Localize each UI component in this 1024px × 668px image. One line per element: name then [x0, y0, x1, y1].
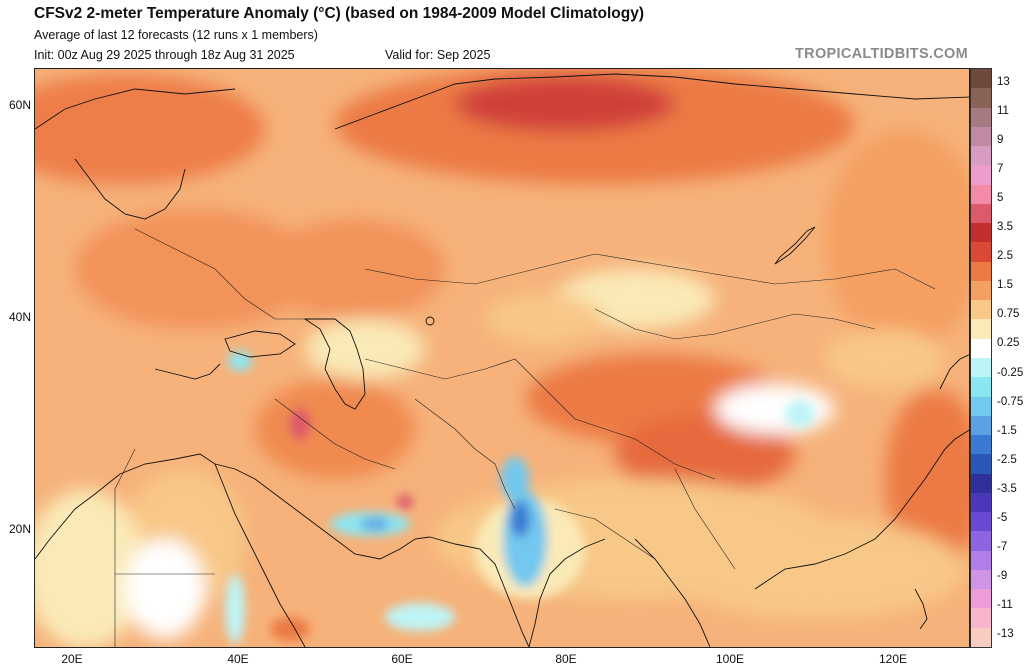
colorbar-label: -2.5	[997, 453, 1017, 466]
colorbar-swatch	[971, 338, 991, 358]
colorbar-label: -3.5	[997, 482, 1017, 495]
lon-label-20e: 20E	[61, 652, 83, 666]
colorbar-swatch	[971, 146, 991, 166]
colorbar-swatch	[971, 88, 991, 108]
colorbar-swatch	[971, 435, 991, 455]
colorbar-swatch	[971, 396, 991, 416]
colorbar-swatch	[971, 203, 991, 224]
colorbar-label: 5	[997, 192, 1004, 205]
colorbar-swatch	[971, 627, 991, 647]
colorbar-label: -7	[997, 540, 1008, 553]
colorbar-label: -0.75	[997, 395, 1024, 408]
colorbar-swatch	[971, 300, 991, 320]
colorbar-swatch	[971, 512, 991, 532]
colorbar-swatch	[971, 415, 991, 436]
colorbar-swatch	[971, 107, 991, 127]
colorbar-swatch	[971, 473, 991, 493]
colorbar-label: -9	[997, 569, 1008, 582]
lat-label-40n: 40N	[8, 310, 31, 324]
lon-label-80e: 80E	[555, 652, 577, 666]
lat-label-60n: 60N	[8, 98, 31, 112]
colorbar-swatch	[971, 184, 991, 204]
colorbar-label: 13	[997, 76, 1010, 88]
colorbar-label: -5	[997, 511, 1008, 524]
colorbar-label: -11	[997, 598, 1013, 611]
colorbar-label: 11	[997, 105, 1009, 118]
colorbar-swatch	[971, 492, 991, 513]
colorbar-label: -13	[997, 628, 1014, 640]
colorbar-swatch	[971, 454, 991, 474]
colorbar-swatch	[971, 165, 991, 185]
brand-watermark: TROPICALTIDBITS.COM	[795, 46, 968, 62]
coastlines	[35, 73, 969, 647]
colorbar	[970, 68, 992, 648]
colorbar-swatch	[971, 357, 991, 378]
init-time: Init: 00z Aug 29 2025 through 18z Aug 31…	[34, 48, 295, 62]
colorbar-label: 2.5	[997, 250, 1013, 263]
lon-label-120e: 120E	[878, 652, 908, 666]
lat-label-20n: 20N	[8, 522, 31, 536]
colorbar-swatch	[971, 569, 991, 590]
colorbar-label: 0.75	[997, 308, 1020, 321]
colorbar-swatch	[971, 223, 991, 243]
lon-label-100e: 100E	[715, 652, 745, 666]
colorbar-swatch	[971, 589, 991, 609]
colorbar-label: -0.25	[997, 366, 1024, 379]
colorbar-swatch	[971, 126, 991, 147]
colorbar-label: 3.5	[997, 221, 1013, 234]
colorbar-label: 9	[997, 134, 1004, 147]
colorbar-label: -1.5	[997, 424, 1017, 437]
lon-label-60e: 60E	[391, 652, 413, 666]
colorbar-swatch	[971, 531, 991, 551]
colorbar-label: 7	[997, 163, 1004, 176]
map-subtitle: Average of last 12 forecasts (12 runs x …	[34, 28, 318, 42]
colorbar-swatch	[971, 69, 991, 89]
colorbar-swatch	[971, 261, 991, 281]
borders	[114, 228, 936, 647]
valid-time: Valid for: Sep 2025	[385, 48, 491, 62]
colorbar-swatch	[971, 280, 991, 301]
colorbar-swatch	[971, 319, 991, 339]
colorbar-swatch	[971, 377, 991, 397]
map-title: CFSv2 2-meter Temperature Anomaly (°C) (…	[34, 5, 644, 22]
anomaly-map	[34, 68, 970, 648]
colorbar-label: 0.25	[997, 337, 1020, 350]
colorbar-label: 1.5	[997, 279, 1013, 292]
colorbar-swatch	[971, 242, 991, 262]
colorbar-swatch	[971, 550, 991, 570]
lon-label-40e: 40E	[227, 652, 249, 666]
colorbar-swatch	[971, 608, 991, 628]
